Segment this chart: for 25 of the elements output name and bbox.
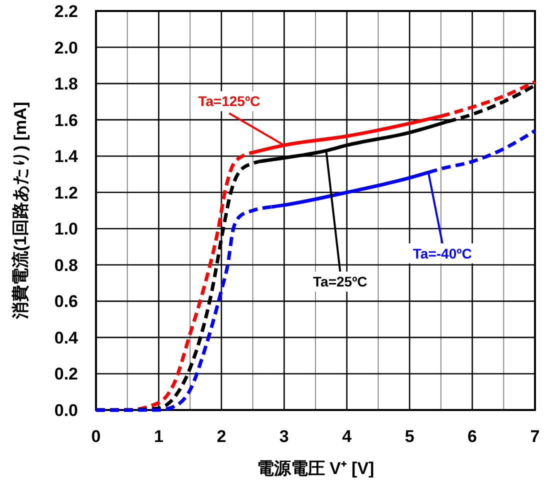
x-tick-label: 5: [404, 427, 414, 446]
y-tick-label: 2.2: [54, 2, 78, 21]
x-axis-title: 電源電圧 V⁺ [V]: [256, 459, 374, 478]
text: Ta=-40ºC: [412, 245, 472, 262]
x-tick-label: 2: [216, 427, 226, 446]
y-axis-title: 消費電流(1回路あたり) [mA]: [11, 102, 30, 320]
x-tick-label: 0: [91, 427, 101, 446]
x-tick-label: 3: [279, 427, 289, 446]
text: Ta=25ºC: [313, 274, 368, 290]
x-tick-label: 4: [342, 427, 352, 446]
y-tick-label: 1.8: [54, 74, 78, 94]
y-tick-label: 1.0: [54, 220, 78, 239]
y-tick-label: 0.0: [54, 401, 78, 420]
y-tick-label: 0.4: [54, 328, 79, 348]
y-tick-label: 1.6: [54, 110, 78, 130]
y-tick-label: 1.4: [54, 147, 79, 166]
y-tick-label: 0.8: [54, 256, 78, 275]
y-tick-label: 0.2: [54, 364, 78, 384]
y-tick-label: 2.0: [54, 38, 78, 58]
y-tick-label: 1.2: [54, 183, 78, 202]
x-tick-label: 1: [154, 427, 164, 446]
y-tick-label: 0.6: [54, 292, 78, 312]
text: Ta=125ºC: [198, 93, 260, 110]
x-tick-label: 7: [530, 427, 540, 446]
x-tick-label: 6: [468, 427, 478, 446]
